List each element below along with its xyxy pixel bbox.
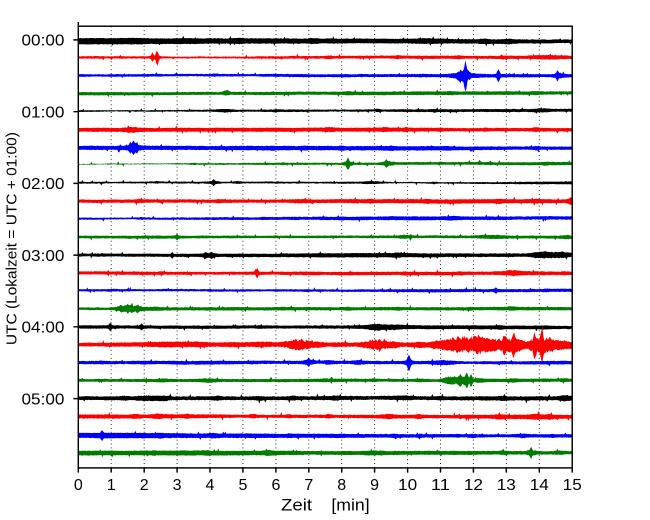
- svg-text:05:00: 05:00: [22, 391, 65, 408]
- svg-text:6: 6: [271, 477, 280, 494]
- svg-text:04:00: 04:00: [22, 320, 65, 337]
- svg-text:11: 11: [431, 477, 450, 494]
- svg-text:0: 0: [74, 477, 83, 494]
- svg-text:14: 14: [530, 477, 549, 494]
- svg-text:13: 13: [497, 477, 516, 494]
- svg-text:4: 4: [206, 477, 215, 494]
- svg-text:7: 7: [304, 477, 313, 494]
- svg-text:1: 1: [107, 477, 116, 494]
- svg-text:03:00: 03:00: [22, 248, 65, 265]
- svg-text:5: 5: [238, 477, 247, 494]
- svg-text:Zeit: Zeit: [281, 496, 312, 515]
- svg-text:01:00: 01:00: [22, 105, 65, 122]
- svg-text:15: 15: [563, 477, 582, 494]
- svg-text:2: 2: [140, 477, 149, 494]
- svg-text:00:00: 00:00: [22, 33, 65, 50]
- svg-text:9: 9: [370, 477, 379, 494]
- svg-text:UTC (Lokalzeit = UTC + 01:00): UTC (Lokalzeit = UTC + 01:00): [5, 132, 21, 345]
- svg-text:8: 8: [337, 477, 346, 494]
- svg-text:10: 10: [398, 477, 417, 494]
- svg-text:[min]: [min]: [331, 496, 369, 515]
- svg-text:02:00: 02:00: [22, 176, 65, 193]
- svg-text:12: 12: [464, 477, 483, 494]
- svg-text:3: 3: [173, 477, 182, 494]
